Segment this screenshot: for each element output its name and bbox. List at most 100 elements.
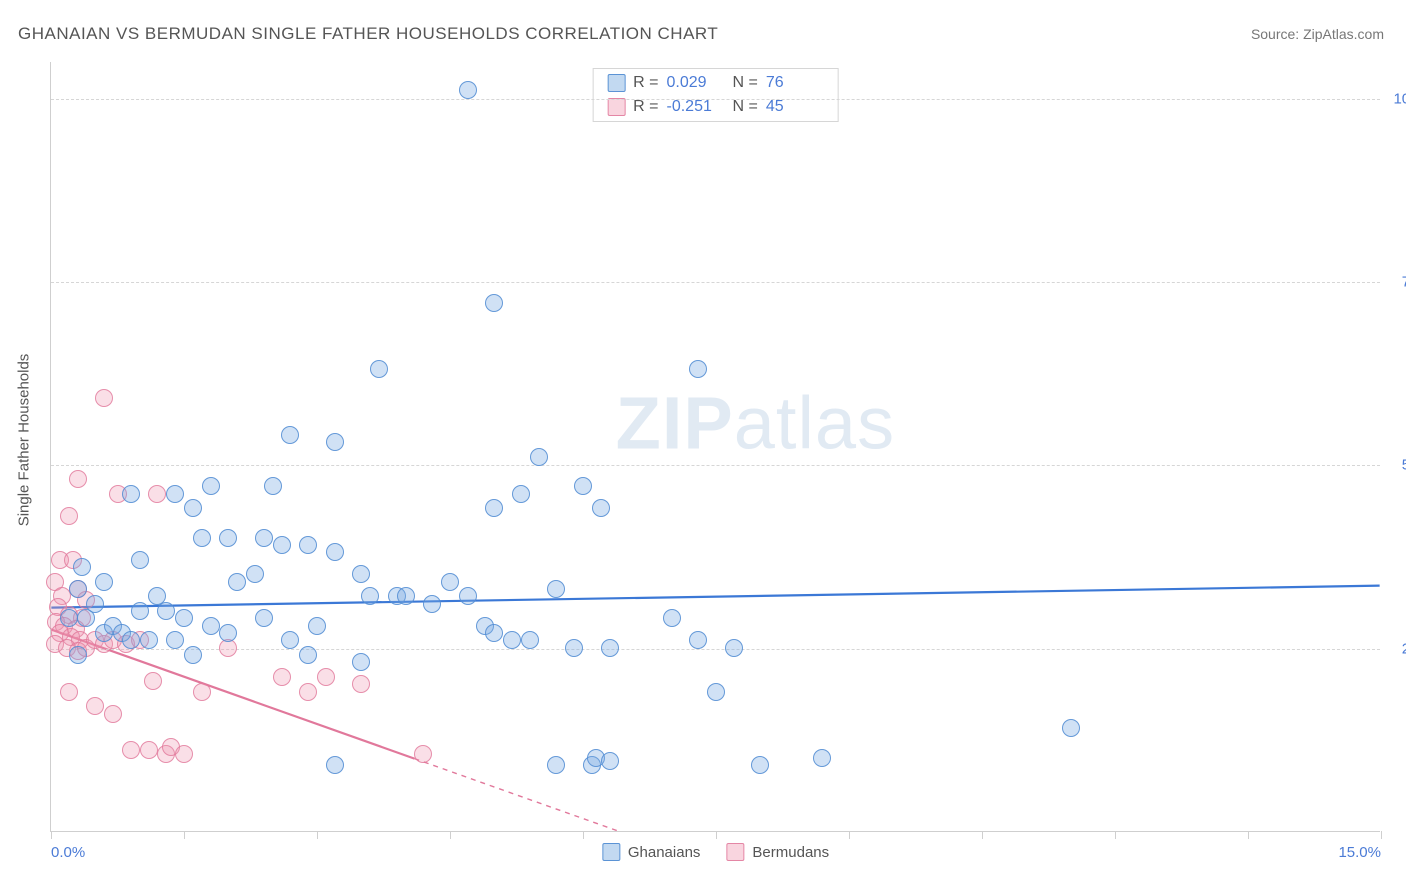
data-point [95, 573, 113, 591]
data-point [255, 609, 273, 627]
chart-title: GHANAIAN VS BERMUDAN SINGLE FATHER HOUSE… [18, 24, 718, 44]
data-point [521, 631, 539, 649]
data-point [397, 587, 415, 605]
data-point [228, 573, 246, 591]
data-point [60, 507, 78, 525]
data-point [140, 631, 158, 649]
series-legend: Ghanaians Bermudans [602, 843, 829, 861]
data-point [193, 683, 211, 701]
gridline [51, 99, 1380, 100]
series-legend-item: Ghanaians [602, 843, 701, 861]
data-point [104, 705, 122, 723]
data-point [175, 609, 193, 627]
data-point [485, 499, 503, 517]
data-point [725, 639, 743, 657]
data-point [565, 639, 583, 657]
data-point [459, 81, 477, 99]
watermark: ZIPatlas [616, 381, 895, 466]
data-point [255, 529, 273, 547]
data-point [689, 631, 707, 649]
data-point [352, 565, 370, 583]
x-tick [583, 831, 584, 839]
x-tick [450, 831, 451, 839]
data-point [299, 646, 317, 664]
data-point [86, 697, 104, 715]
data-point [414, 745, 432, 763]
data-point [122, 485, 140, 503]
data-point [592, 499, 610, 517]
n-value: 76 [766, 74, 824, 92]
data-point [166, 631, 184, 649]
r-label: R = [633, 98, 658, 116]
chart-plot-area: ZIPatlas R = 0.029 N = 76 R = -0.251 N =… [50, 62, 1380, 832]
data-point [281, 631, 299, 649]
data-point [246, 565, 264, 583]
n-label: N = [733, 98, 758, 116]
data-point [69, 470, 87, 488]
data-point [60, 683, 78, 701]
data-point [131, 551, 149, 569]
data-point [86, 595, 104, 613]
y-tick-label: 2.5% [1384, 640, 1406, 657]
data-point [813, 749, 831, 767]
data-point [459, 587, 477, 605]
x-tick [1115, 831, 1116, 839]
series-label: Bermudans [752, 844, 829, 861]
data-point [273, 668, 291, 686]
data-point [184, 646, 202, 664]
legend-swatch [607, 98, 625, 116]
data-point [122, 741, 140, 759]
data-point [95, 389, 113, 407]
data-point [423, 595, 441, 613]
data-point [326, 433, 344, 451]
data-point [219, 529, 237, 547]
data-point [219, 624, 237, 642]
legend-swatch [726, 843, 744, 861]
x-tick [317, 831, 318, 839]
data-point [131, 602, 149, 620]
data-point [601, 639, 619, 657]
gridline [51, 649, 1380, 650]
data-point [530, 448, 548, 466]
data-point [326, 756, 344, 774]
y-tick-label: 10.0% [1384, 90, 1406, 107]
data-point [73, 558, 91, 576]
data-point [485, 624, 503, 642]
y-axis-label: Single Father Households [16, 354, 33, 527]
y-tick-label: 5.0% [1384, 457, 1406, 474]
data-point [273, 536, 291, 554]
x-tick [982, 831, 983, 839]
r-value: -0.251 [667, 98, 725, 116]
data-point [751, 756, 769, 774]
data-point [175, 745, 193, 763]
x-tick [1248, 831, 1249, 839]
data-point [299, 683, 317, 701]
x-tick [849, 831, 850, 839]
data-point [352, 653, 370, 671]
gridline [51, 465, 1380, 466]
watermark-bold: ZIP [616, 382, 734, 465]
data-point [574, 477, 592, 495]
data-point [69, 646, 87, 664]
data-point [601, 752, 619, 770]
n-label: N = [733, 74, 758, 92]
data-point [1062, 719, 1080, 737]
data-point [361, 587, 379, 605]
data-point [264, 477, 282, 495]
r-label: R = [633, 74, 658, 92]
data-point [193, 529, 211, 547]
x-tick [184, 831, 185, 839]
x-tick-label: 15.0% [1338, 844, 1381, 861]
legend-row: R = 0.029 N = 76 [593, 71, 838, 95]
data-point [157, 602, 175, 620]
data-point [166, 485, 184, 503]
data-point [352, 675, 370, 693]
n-value: 45 [766, 98, 824, 116]
data-point [326, 543, 344, 561]
gridline [51, 282, 1380, 283]
data-point [202, 617, 220, 635]
legend-swatch [602, 843, 620, 861]
r-value: 0.029 [667, 74, 725, 92]
data-point [370, 360, 388, 378]
series-label: Ghanaians [628, 844, 701, 861]
